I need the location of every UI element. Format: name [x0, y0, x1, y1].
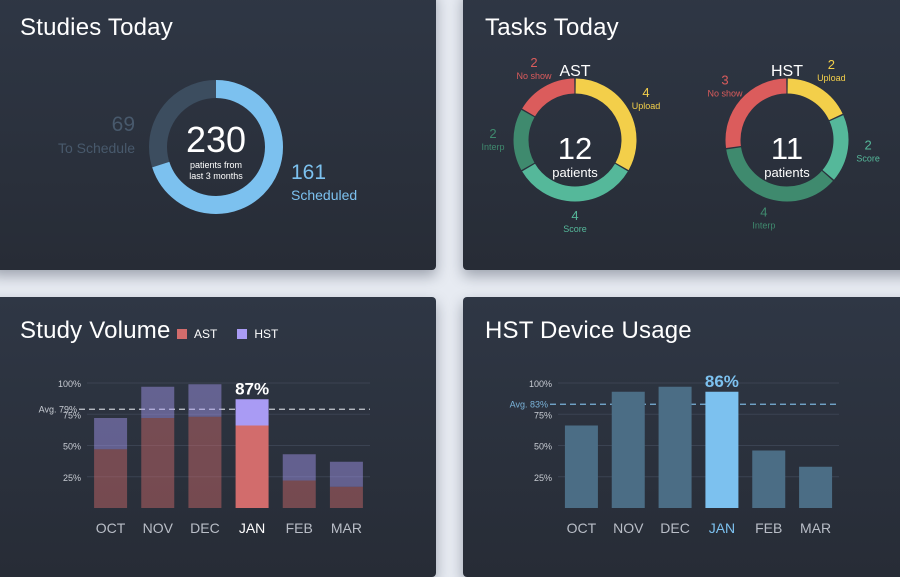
- bar-ast-nov: [141, 418, 175, 508]
- x-tick-label-nov: NOV: [613, 520, 644, 536]
- bar-hst-feb: [282, 454, 316, 481]
- x-tick-label-oct: OCT: [96, 520, 126, 536]
- bar-hst-dec: [188, 384, 222, 417]
- x-tick-label-nov: NOV: [143, 520, 174, 536]
- legend-swatch-ast: [177, 329, 187, 339]
- bar-mar: [799, 466, 833, 508]
- studies-today-card: Studies Today 230 patients from last 3 m…: [0, 0, 436, 270]
- scheduled-value: 161: [291, 161, 326, 184]
- x-tick-label-mar: MAR: [331, 520, 362, 536]
- hst-value-upload: 2: [828, 57, 835, 72]
- ast-value-score: 4: [571, 208, 578, 223]
- ast-label-score: Score: [563, 224, 587, 234]
- highlight-value-label: 87%: [235, 379, 269, 398]
- bar-hst-jan: [235, 399, 269, 426]
- ast-segment-interp: [513, 109, 535, 171]
- hst-device-usage-card: HST Device Usage 25% 50% 75% 100% Avg. 83% OC…: [463, 297, 900, 577]
- y-tick-label: 25%: [63, 473, 81, 483]
- study-volume-title: Study Volume: [20, 317, 171, 344]
- hst-label-upload: Upload: [817, 73, 846, 83]
- hst-value-score: 2: [865, 138, 872, 153]
- hst-segment-upload: [787, 78, 843, 121]
- bar-ast-oct: [94, 449, 128, 508]
- legend-item-ast: AST: [177, 327, 217, 341]
- ast-donut-total: 12: [558, 131, 592, 166]
- to-schedule-value: 69: [112, 113, 135, 136]
- ast-value-upload: 4: [642, 85, 649, 100]
- ast-segment-score: [522, 163, 628, 202]
- ast-value-no-show: 2: [530, 55, 537, 70]
- y-tick-label: 50%: [63, 442, 81, 452]
- x-tick-label-feb: FEB: [755, 520, 782, 536]
- legend-item-hst: HST: [237, 327, 278, 341]
- bar-ast-feb: [282, 480, 316, 508]
- scheduled-ring: [149, 80, 283, 214]
- ast-segment-upload: [575, 78, 637, 171]
- bar-ast-jan: [235, 425, 269, 508]
- ast-label-upload: Upload: [632, 101, 661, 111]
- bar-hst-oct: [94, 418, 128, 450]
- bar-feb: [752, 450, 786, 508]
- hst-device-usage-title: HST Device Usage: [485, 317, 692, 344]
- hst-donut-total: 11: [771, 131, 803, 166]
- study-volume-legend: AST HST: [177, 327, 298, 341]
- hst-label-no-show: No show: [708, 88, 744, 98]
- bar-hst-nov: [141, 386, 175, 418]
- studies-total: 230: [186, 119, 246, 160]
- y-tick-label: 100%: [58, 379, 81, 389]
- hst-label-score: Score: [856, 154, 880, 164]
- y-tick-label: 75%: [534, 410, 552, 420]
- bar-ast-dec: [188, 416, 222, 508]
- bar-oct: [564, 425, 598, 508]
- average-label: Avg. 83%: [510, 399, 548, 409]
- bar-hst-mar: [329, 461, 363, 487]
- ast-donut-total-label: patients: [552, 165, 598, 180]
- bar-dec: [658, 386, 692, 508]
- ast-label-no-show: No show: [516, 71, 552, 81]
- hst-value-no-show: 3: [721, 72, 728, 87]
- studies-donut-chart: 230 patients from last 3 months 69 To Sc…: [58, 80, 357, 214]
- scheduled-label: Scheduled: [291, 187, 357, 203]
- legend-label-ast: AST: [194, 327, 218, 341]
- hst-label-interp: Interp: [752, 221, 775, 231]
- y-tick-label: 100%: [529, 379, 552, 389]
- x-tick-label-oct: OCT: [567, 520, 597, 536]
- x-tick-label-dec: DEC: [660, 520, 690, 536]
- tasks-today-card: Tasks Today AST HST 12 patients 11 patie…: [463, 0, 900, 270]
- hst-value-interp: 4: [760, 205, 767, 220]
- average-label: Avg. 79%: [39, 404, 77, 414]
- hst-donut-title: HST: [771, 63, 803, 80]
- hst-segment-interp: [726, 146, 833, 202]
- x-tick-label-feb: FEB: [286, 520, 313, 536]
- highlight-value-label: 86%: [705, 372, 739, 391]
- ast-segment-no-show: [522, 78, 575, 117]
- bar-ast-mar: [329, 486, 363, 508]
- ast-label-interp: Interp: [481, 142, 504, 152]
- hst-donut-total-label: patients: [764, 165, 810, 180]
- x-tick-label-jan: JAN: [239, 520, 265, 536]
- legend-label-hst: HST: [254, 327, 279, 341]
- hst-segment-no-show: [725, 78, 787, 148]
- x-tick-label-jan: JAN: [709, 520, 735, 536]
- ast-value-interp: 2: [489, 126, 496, 141]
- study-volume-card: Study Volume AST HST 25% 50% 75% 100% Avg. 7…: [0, 297, 436, 577]
- studies-today-title: Studies Today: [20, 14, 173, 41]
- ast-donut-title: AST: [559, 63, 590, 80]
- y-tick-label: 25%: [534, 473, 552, 483]
- bar-jan: [705, 391, 739, 508]
- hst-device-usage-chart: 25% 50% 75% 100% Avg. 83% OCT NOV DEC JAN 86% FEB M…: [510, 372, 839, 536]
- to-schedule-label: To Schedule: [58, 140, 135, 156]
- y-tick-label: 50%: [534, 442, 552, 452]
- legend-swatch-hst: [237, 329, 248, 339]
- study-volume-chart: 25% 50% 75% 100% Avg. 79% OCT NOV DEC JAN 87% FEB M…: [39, 379, 370, 536]
- studies-caption-1: patients from: [190, 160, 242, 170]
- tasks-today-title: Tasks Today: [485, 14, 619, 41]
- x-tick-label-dec: DEC: [190, 520, 220, 536]
- y-tick-label: 75%: [63, 410, 81, 420]
- hst-segment-score: [822, 115, 849, 180]
- tasks-donut-charts: AST HST 12 patients 11 patients 4Upload4…: [481, 55, 880, 234]
- x-tick-label-mar: MAR: [800, 520, 831, 536]
- bar-nov: [611, 391, 645, 508]
- studies-caption-2: last 3 months: [189, 171, 243, 181]
